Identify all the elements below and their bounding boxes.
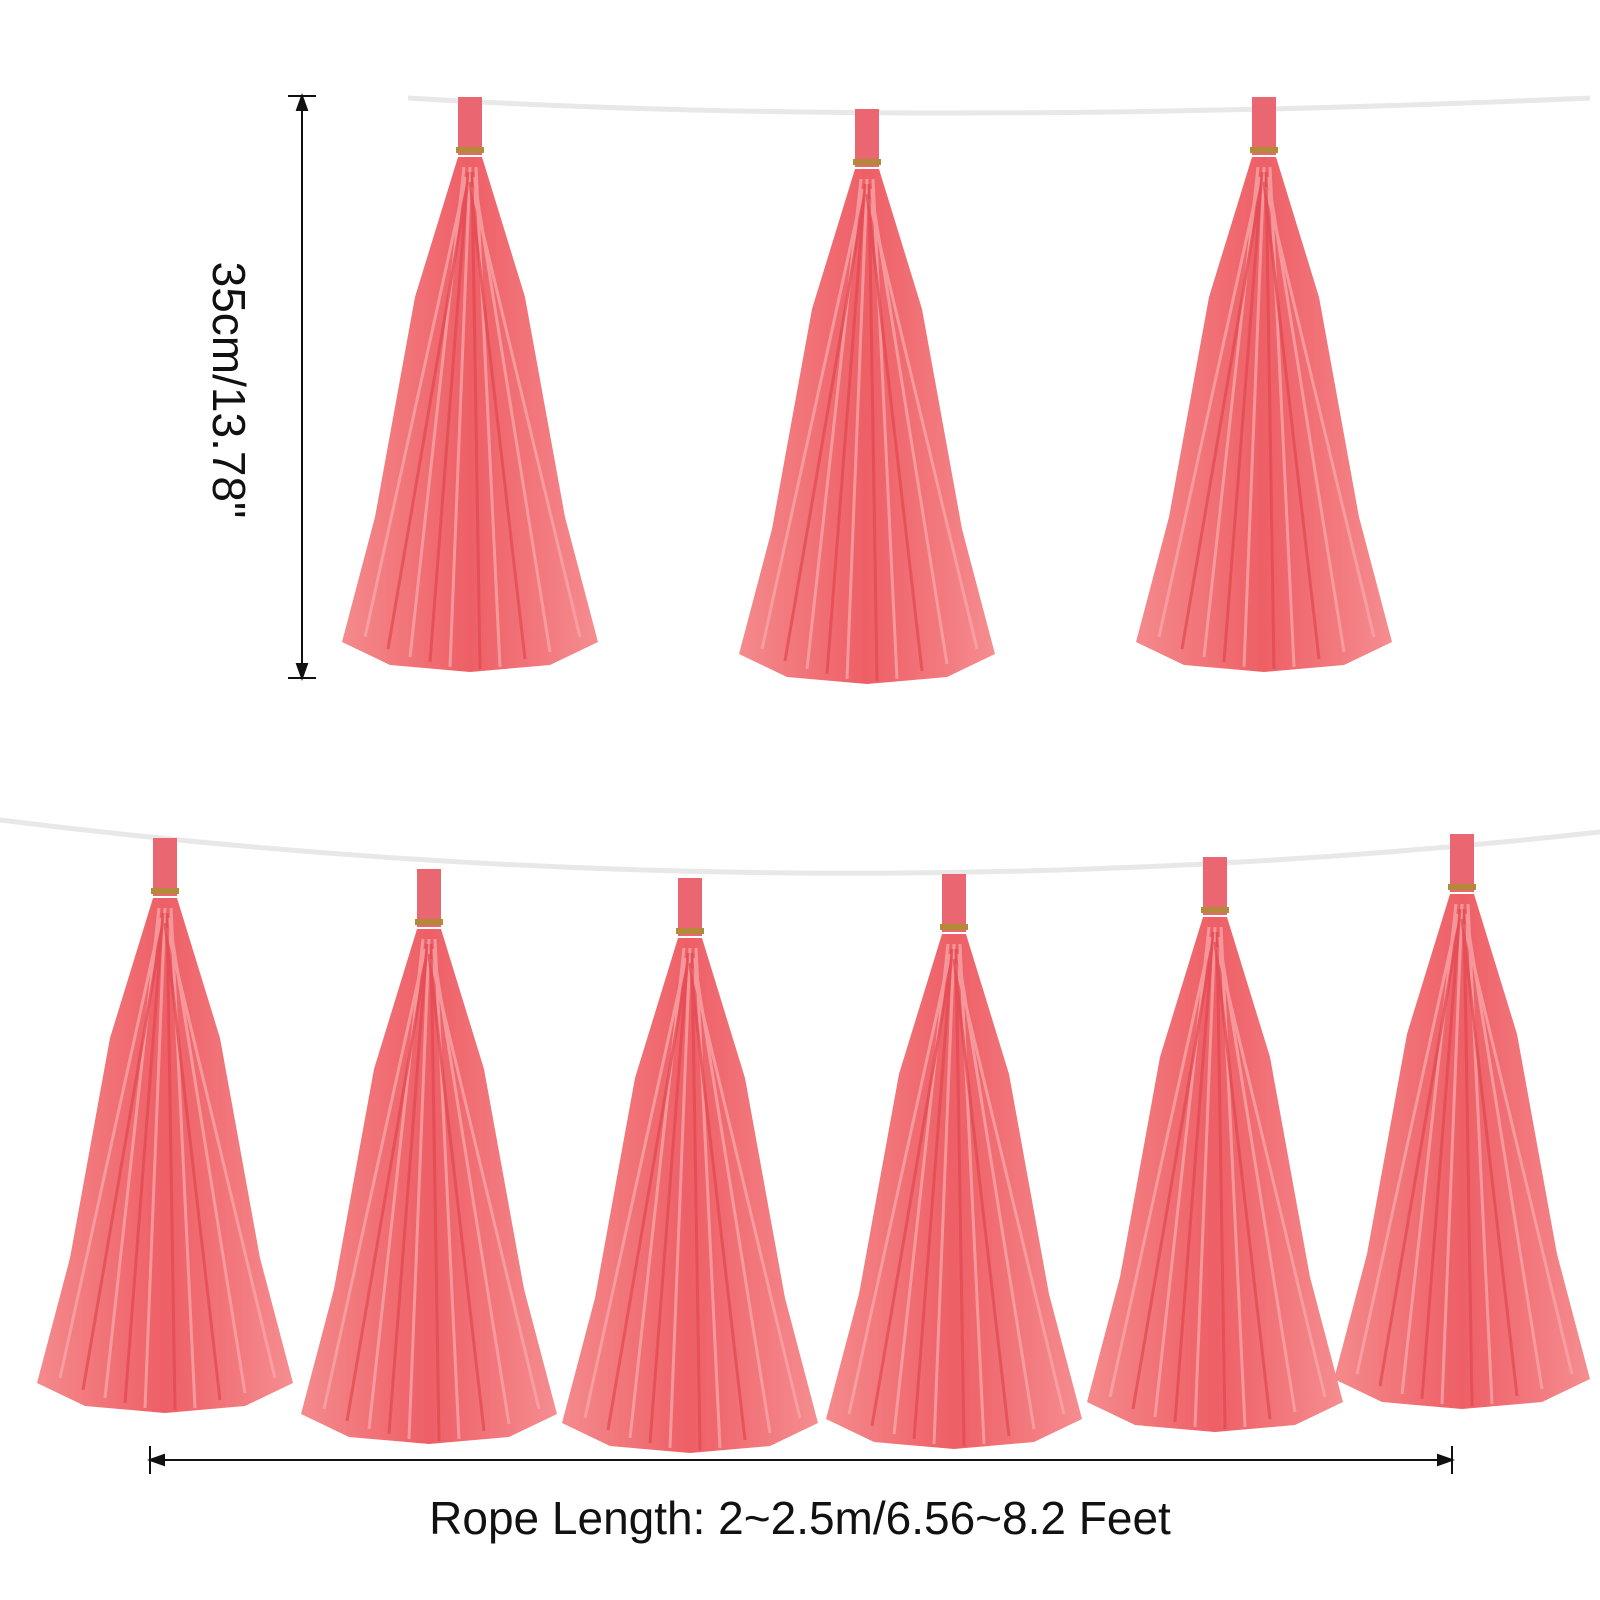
tassel	[1332, 832, 1592, 1411]
tassels	[35, 95, 1592, 1455]
rope-top	[407, 95, 1591, 116]
rope-length-label: Rope Length: 2~2.5m/6.56~8.2 Feet	[429, 1492, 1171, 1544]
tassel	[340, 95, 600, 674]
rope-dimension	[147, 1446, 1455, 1474]
tassel	[299, 867, 559, 1446]
tassel	[737, 107, 997, 686]
tassel	[560, 876, 820, 1455]
tassel	[35, 836, 295, 1415]
rope-bottom	[0, 817, 1600, 876]
height-label: 35cm/13.78"	[203, 262, 255, 519]
tassel	[824, 872, 1084, 1451]
height-dimension	[288, 93, 316, 681]
tassel	[1085, 855, 1345, 1434]
tassel	[1134, 95, 1394, 674]
